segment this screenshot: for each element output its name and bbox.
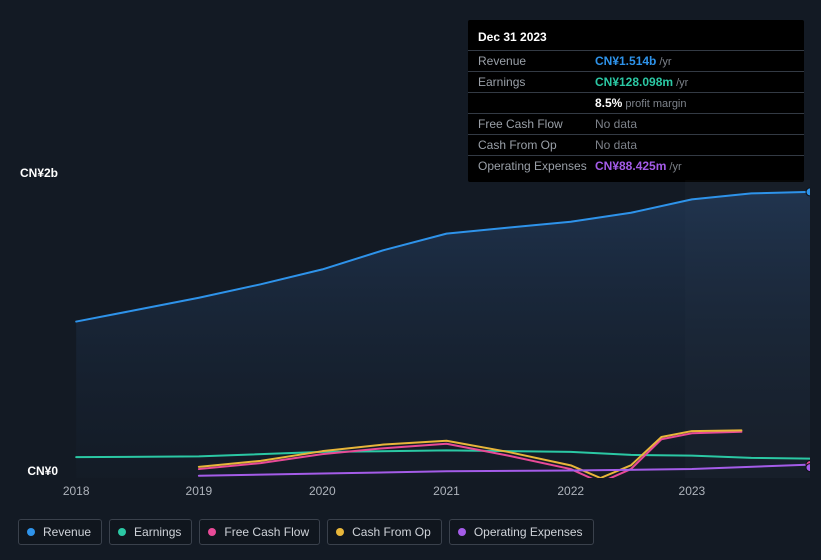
tooltip-row: RevenueCN¥1.514b/yr (468, 50, 804, 71)
tooltip-row: EarningsCN¥128.098m/yr (468, 71, 804, 92)
tooltip-row-suffix: /yr (669, 161, 681, 173)
tooltip-row-suffix: profit margin (625, 98, 686, 110)
legend-dot-icon (118, 528, 126, 536)
tooltip-row: Operating ExpensesCN¥88.425m/yr (468, 155, 804, 176)
tooltip-row-label: Cash From Op (478, 138, 595, 152)
legend-dot-icon (208, 528, 216, 536)
tooltip-row-value: CN¥88.425m (595, 159, 666, 173)
tooltip-row-value: 8.5% (595, 96, 622, 110)
legend-item-label: Free Cash Flow (224, 525, 309, 539)
tooltip-row-label: Operating Expenses (478, 159, 595, 173)
tooltip-row-suffix: /yr (659, 56, 671, 68)
x-axis-label: 2018 (63, 484, 90, 498)
chart-tooltip: Dec 31 2023 RevenueCN¥1.514b/yrEarningsC… (468, 20, 804, 182)
x-axis-label: 2019 (186, 484, 213, 498)
y-axis-label: CN¥0 (27, 464, 58, 478)
tooltip-row: Cash From OpNo data (468, 134, 804, 155)
legend-item[interactable]: Free Cash Flow (199, 519, 320, 545)
tooltip-date: Dec 31 2023 (468, 26, 804, 50)
tooltip-row-nodata: No data (595, 117, 637, 131)
tooltip-row-value: CN¥1.514b (595, 54, 656, 68)
legend-item-label: Operating Expenses (474, 525, 583, 539)
x-axis-label: 2022 (557, 484, 584, 498)
legend-dot-icon (27, 528, 35, 536)
x-axis-label: 2021 (433, 484, 460, 498)
legend-item[interactable]: Cash From Op (327, 519, 442, 545)
legend-item-label: Cash From Op (352, 525, 431, 539)
legend-item[interactable]: Revenue (18, 519, 102, 545)
y-axis-label: CN¥2b (20, 166, 58, 180)
chart-legend: Revenue Earnings Free Cash Flow Cash From O… (18, 519, 594, 545)
tooltip-row-label: Revenue (478, 54, 595, 68)
legend-item-label: Earnings (134, 525, 181, 539)
x-axis-label: 2020 (309, 484, 336, 498)
tooltip-row: Free Cash FlowNo data (468, 113, 804, 134)
financials-chart (18, 180, 810, 478)
tooltip-row-label: Earnings (478, 75, 595, 89)
x-axis-label: 2023 (679, 484, 706, 498)
legend-item[interactable]: Earnings (109, 519, 192, 545)
tooltip-row-nodata: No data (595, 138, 637, 152)
legend-dot-icon (336, 528, 344, 536)
legend-item-label: Revenue (43, 525, 91, 539)
legend-dot-icon (458, 528, 466, 536)
legend-item[interactable]: Operating Expenses (449, 519, 594, 545)
tooltip-row-label: Free Cash Flow (478, 117, 595, 131)
tooltip-row: 8.5%profit margin (468, 92, 804, 113)
tooltip-row-value: CN¥128.098m (595, 75, 673, 89)
tooltip-row-suffix: /yr (676, 77, 688, 89)
